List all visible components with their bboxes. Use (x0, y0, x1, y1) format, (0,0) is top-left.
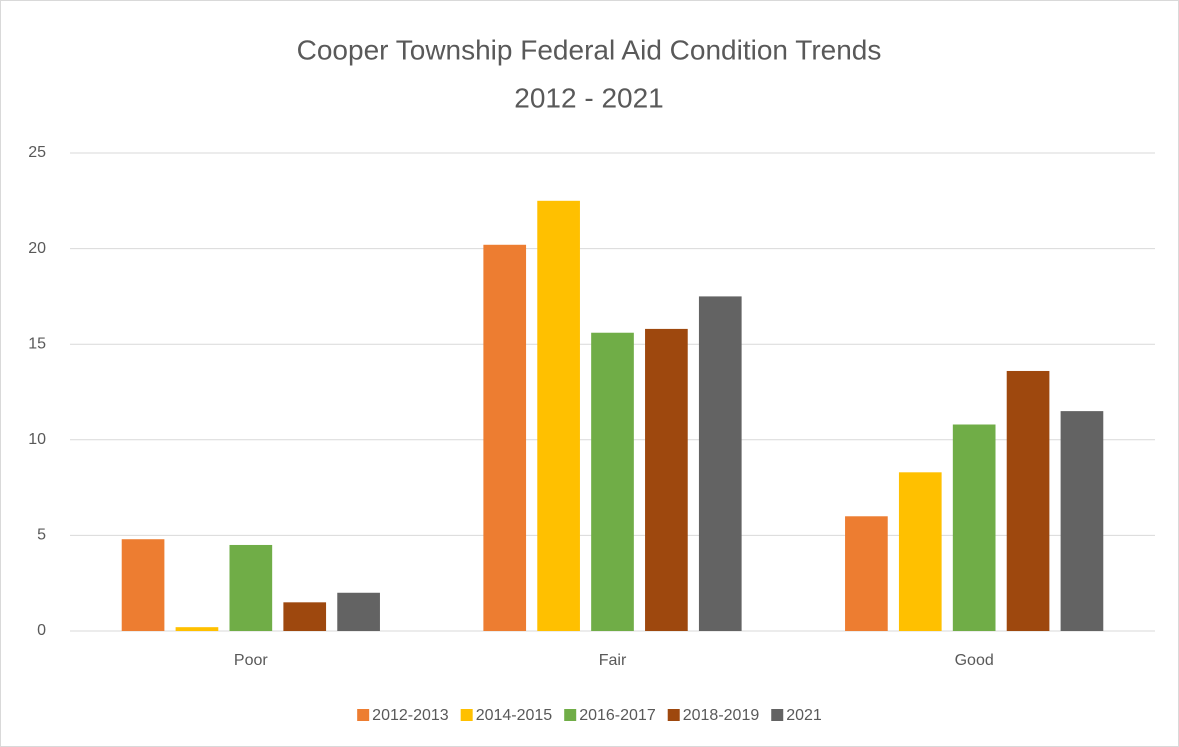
y-tick-label: 15 (28, 335, 46, 352)
x-tick-label: Fair (599, 652, 627, 669)
legend-label: 2016-2017 (579, 707, 656, 724)
bar (952, 424, 996, 631)
bar (337, 592, 380, 631)
bar (591, 332, 634, 631)
bar (698, 296, 742, 631)
legend-swatch (460, 709, 473, 721)
bar (121, 539, 165, 631)
bar (283, 602, 327, 631)
legend-swatch (357, 709, 370, 721)
y-tick-label: 0 (37, 622, 46, 639)
y-tick-label: 5 (37, 527, 46, 544)
x-tick-label: Poor (234, 652, 268, 669)
legend-label: 2014-2015 (476, 707, 553, 724)
y-tick-label: 10 (28, 431, 46, 448)
bar (537, 200, 580, 632)
bar (483, 244, 527, 631)
legend-label: 2021 (786, 707, 822, 724)
y-tick-label: 25 (28, 144, 46, 161)
legend-swatch (564, 709, 577, 721)
bar (898, 472, 942, 631)
bar (1006, 370, 1050, 631)
bar (1060, 411, 1104, 631)
chart-subtitle: 2012 - 2021 (514, 82, 663, 113)
legend-label: 2012-2013 (372, 707, 449, 724)
bar (229, 544, 273, 631)
x-tick-label: Good (955, 652, 994, 669)
legend-swatch (667, 709, 680, 721)
bar (175, 627, 219, 631)
legend-swatch (771, 709, 784, 721)
chart-title: Cooper Township Federal Aid Condition Tr… (297, 34, 882, 65)
bar (845, 516, 888, 631)
legend-label: 2018-2019 (683, 707, 760, 724)
y-tick-label: 20 (28, 240, 46, 257)
bar (645, 328, 688, 631)
